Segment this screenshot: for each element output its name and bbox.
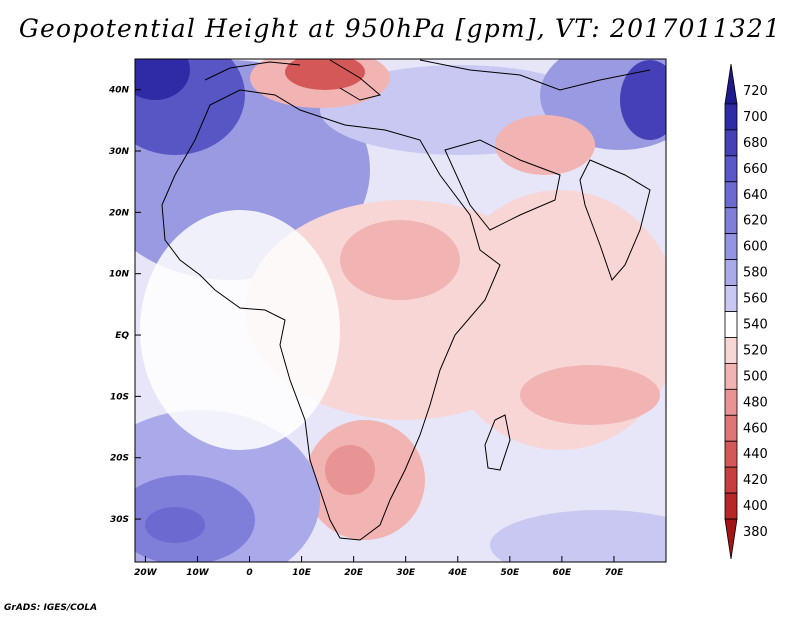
lat-tick-label: EQ	[115, 331, 129, 341]
colorbar-label: 520	[743, 343, 768, 358]
lon-tick-label: 40E	[447, 568, 468, 578]
colorbar-label: 380	[743, 525, 768, 540]
colorbar-swatch	[724, 362, 738, 390]
colorbar-label: 480	[743, 395, 768, 410]
colorbar-swatch	[724, 63, 738, 105]
colorbar-label: 400	[743, 499, 768, 514]
colorbar-label: 420	[743, 473, 768, 488]
lon-tick-label: 60E	[553, 568, 573, 578]
colorbar-label: 680	[743, 136, 768, 151]
colorbar-label: 440	[743, 447, 768, 462]
colorbar-label: 460	[743, 421, 768, 436]
colorbar-swatch	[724, 129, 738, 157]
colorbar: 720 700 680 660 640 620 600 580 560 540 520 500 480 4…	[724, 63, 768, 560]
lat-tick-label: 20S	[110, 454, 129, 464]
coastlines	[161, 59, 651, 541]
lon-tick-label: 20W	[134, 568, 158, 578]
colorbar-label: 580	[743, 266, 768, 281]
colorbar-swatch	[724, 414, 738, 442]
lon-tick-label: 20E	[344, 568, 364, 578]
colorbar-swatch	[724, 285, 738, 312]
lon-axis: 20W 10W 0 10E 20E 30E 40E 50E 60E 70E	[134, 556, 624, 578]
colorbar-label: 660	[743, 162, 768, 177]
colorbar-swatch	[724, 518, 738, 560]
lat-tick-label: 10N	[109, 270, 130, 280]
colorbar-swatch	[724, 311, 738, 338]
lat-tick-label: 30N	[109, 147, 130, 157]
lon-tick-label: 30E	[396, 568, 416, 578]
colorbar-label: 500	[743, 369, 768, 384]
colorbar-swatch	[724, 207, 738, 235]
colorbar-swatch	[724, 103, 738, 131]
colorbar-swatch	[724, 155, 738, 183]
plot-title: Geopotential Height at 950hPa [gpm], VT:…	[18, 14, 782, 43]
colorbar-label: 720	[743, 84, 768, 99]
lon-tick-label: 10W	[186, 568, 210, 578]
lat-tick-label: 10S	[110, 392, 129, 402]
colorbar-swatch	[724, 233, 738, 261]
lon-tick-label: 70E	[605, 568, 625, 578]
colorbar-label: 640	[743, 188, 768, 203]
colorbar-swatch	[724, 492, 738, 520]
colorbar-swatch	[724, 259, 738, 286]
lat-tick-label: 40N	[108, 86, 130, 96]
lon-tick-label: 50E	[500, 568, 520, 578]
colorbar-label: 620	[743, 214, 768, 229]
colorbar-swatch	[724, 337, 738, 364]
colorbar-label: 700	[743, 110, 768, 125]
colorbar-swatch	[724, 466, 738, 494]
credit-label: GrADS: IGES/COLA	[4, 603, 98, 613]
colorbar-swatch	[724, 181, 738, 209]
lon-tick-label: 0	[246, 568, 252, 578]
lon-tick-label: 10E	[292, 568, 312, 578]
lat-tick-label: 30S	[110, 515, 129, 525]
colorbar-label: 540	[743, 317, 768, 332]
colorbar-swatch	[724, 440, 738, 468]
colorbar-label: 560	[743, 292, 768, 307]
height-field	[135, 59, 666, 562]
colorbar-swatch	[724, 388, 738, 416]
lat-axis: 40N 30N 20N 10N EQ 10S 20S 30S	[108, 86, 141, 525]
colorbar-label: 600	[743, 240, 768, 255]
lat-tick-label: 20N	[109, 208, 130, 218]
